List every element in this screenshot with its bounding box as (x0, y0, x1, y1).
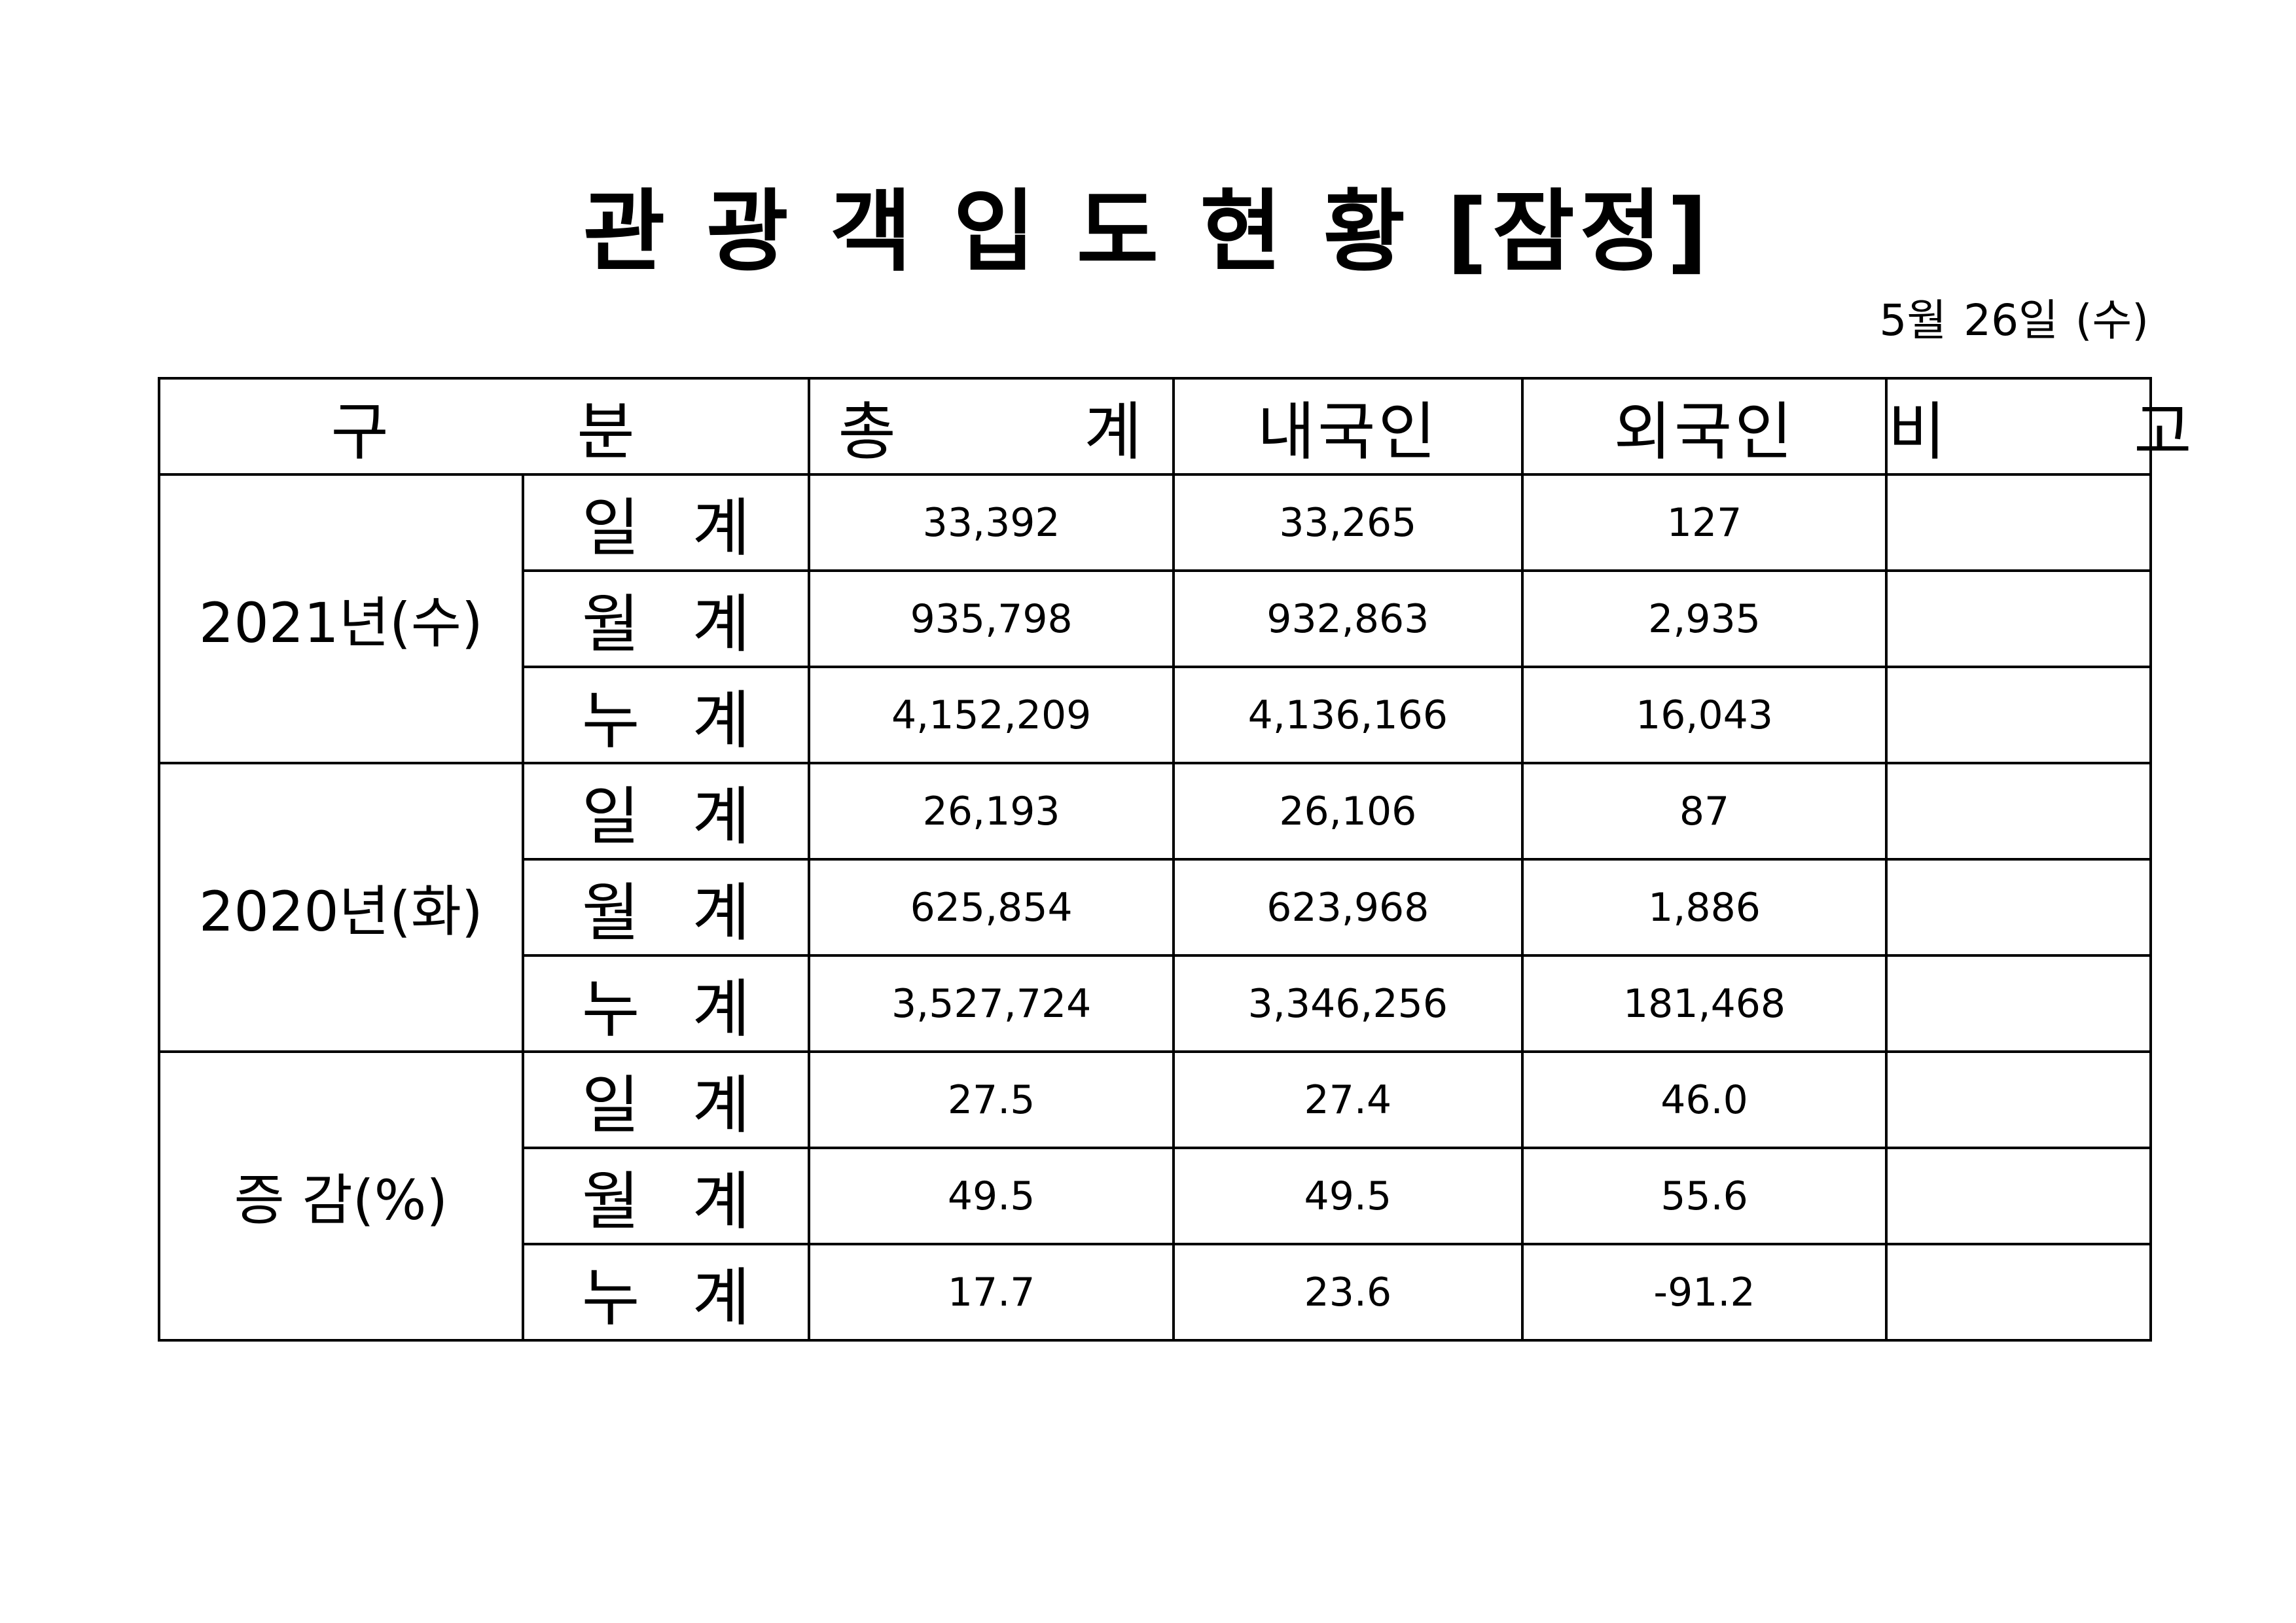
date-day: 26일 (1964, 295, 2058, 346)
table-row: 증 감(%) 일 계 27.5 27.4 46.0 (158, 1050, 2152, 1342)
header-foreign: 외국인 (1520, 377, 1888, 476)
table-row: 누 계 3,527,724 3,346,256 181,468 (159, 954, 2152, 1053)
cell-total: 3,527,724 (808, 954, 1175, 1053)
table-row: 누 계 17.7 23.6 -91.2 (159, 1243, 2152, 1342)
group-label-2021: 2021년(수) (158, 473, 524, 764)
row-label: 누 계 (521, 666, 811, 764)
cell-total: 27.5 (808, 1050, 1175, 1149)
cell-domestic: 26,106 (1172, 762, 1524, 861)
cell-foreign: 46.0 (1520, 1050, 1888, 1149)
table-row: 누 계 4,152,209 4,136,166 16,043 (159, 666, 2152, 764)
cell-domestic: 23.6 (1172, 1243, 1524, 1342)
date-month: 5월 (1879, 295, 1947, 346)
row-label: 월 계 (521, 1147, 811, 1245)
row-label: 일 계 (521, 762, 811, 861)
page-title: 관 광 객 입 도 현 황 [잠정] (583, 181, 1713, 284)
cell-total: 49.5 (808, 1147, 1175, 1245)
cell-foreign: 87 (1520, 762, 1888, 861)
row-label: 일 계 (521, 473, 811, 572)
cell-total: 4,152,209 (808, 666, 1175, 764)
cell-foreign: 2,935 (1520, 569, 1888, 668)
cell-foreign: 127 (1520, 473, 1888, 572)
cell-note (1885, 473, 2152, 572)
cell-note (1885, 569, 2152, 668)
row-label: 누 계 (521, 954, 811, 1053)
report-date: 5월 26일 (수) (1879, 288, 2149, 353)
cell-domestic: 33,265 (1172, 473, 1524, 572)
cell-foreign: 1,886 (1520, 858, 1888, 957)
tourist-arrivals-table: 구 분 총 계 내국인 외국인 비 고 2021년(수) 일 계 33,392 … (157, 377, 2192, 1342)
header-note: 비 고 (1885, 377, 2192, 476)
header-category: 구 분 (157, 377, 811, 476)
cell-foreign: 16,043 (1520, 666, 1888, 764)
cell-domestic: 932,863 (1172, 569, 1524, 668)
cell-domestic: 3,346,256 (1172, 954, 1524, 1053)
cell-total: 625,854 (808, 858, 1175, 957)
cell-domestic: 623,968 (1172, 858, 1524, 957)
row-label: 월 계 (521, 858, 811, 957)
cell-foreign: 181,468 (1520, 954, 1888, 1053)
date-weekday: (수) (2075, 295, 2149, 346)
group-label-2020: 2020년(화) (158, 762, 524, 1053)
cell-total: 935,798 (808, 569, 1175, 668)
table-row: 월 계 625,854 623,968 1,886 (159, 858, 2152, 957)
row-label: 누 계 (521, 1243, 811, 1342)
cell-total: 17.7 (808, 1243, 1175, 1342)
group-label-change: 증 감(%) (158, 1050, 524, 1342)
cell-note (1885, 1243, 2152, 1342)
table-row: 2020년(화) 일 계 26,193 26,106 87 (158, 762, 2152, 1053)
cell-note (1885, 858, 2152, 957)
cell-foreign: 55.6 (1520, 1147, 1888, 1245)
cell-note (1885, 762, 2152, 861)
cell-total: 33,392 (808, 473, 1175, 572)
table-row: 월 계 49.5 49.5 55.6 (159, 1147, 2152, 1245)
table-row: 2021년(수) 일 계 33,392 33,265 127 (158, 473, 2152, 764)
header-row: 구 분 총 계 내국인 외국인 비 고 (157, 377, 2192, 476)
cell-total: 26,193 (808, 762, 1175, 861)
cell-note (1885, 954, 2152, 1053)
row-label: 일 계 (521, 1050, 811, 1149)
header-domestic: 내국인 (1172, 377, 1524, 476)
cell-domestic: 4,136,166 (1172, 666, 1524, 764)
cell-note (1885, 1147, 2152, 1245)
table-row: 월 계 935,798 932,863 2,935 (159, 569, 2152, 668)
row-label: 월 계 (521, 569, 811, 668)
cell-foreign: -91.2 (1520, 1243, 1888, 1342)
cell-note (1885, 1050, 2152, 1149)
cell-domestic: 27.4 (1172, 1050, 1524, 1149)
cell-note (1885, 666, 2152, 764)
header-total: 총 계 (808, 377, 1175, 476)
cell-domestic: 49.5 (1172, 1147, 1524, 1245)
